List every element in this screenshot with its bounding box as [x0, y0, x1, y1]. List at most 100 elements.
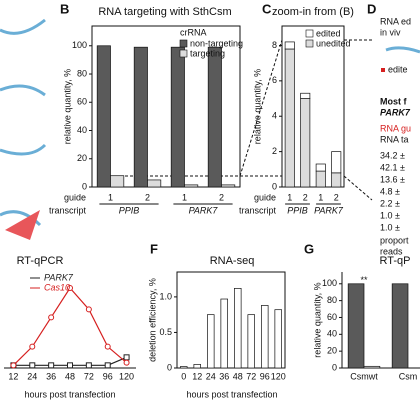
marker: [29, 362, 36, 369]
x-tick-label: 36: [219, 371, 229, 381]
bar-segment: [300, 98, 311, 188]
panel-letter: G: [304, 241, 314, 256]
panel-d-text: 34.2 ±: [380, 150, 405, 160]
panel-d-text: in viv: [380, 27, 401, 37]
annotation: **: [360, 275, 368, 285]
x-axis-label: hours post transfection: [24, 389, 115, 399]
y-tick-label: 4: [272, 111, 277, 121]
panel-d-text: Most f: [380, 96, 407, 106]
bar: [96, 45, 111, 188]
bar-segment: [284, 41, 295, 50]
bar-segment: [284, 48, 295, 188]
group-name: PARK7: [314, 205, 344, 215]
zoom-line: [239, 39, 283, 177]
y-tick-label: 0: [82, 181, 87, 191]
y-axis-label: relative quantity, %: [62, 69, 72, 144]
illustration-cell: [5, 210, 40, 240]
bar: [184, 184, 199, 188]
marker: [85, 306, 92, 313]
y-tick-label: 0: [272, 181, 277, 191]
group-name: PPIB: [287, 205, 308, 215]
bar: [247, 314, 255, 369]
bar: [180, 366, 188, 369]
y-tick-label: 40: [77, 125, 87, 135]
marker: [29, 343, 36, 350]
panel-d-text: reads: [380, 246, 403, 256]
panel-d-text: 1.0 ±: [380, 210, 400, 220]
y-tick-label: 40: [327, 329, 337, 339]
marker: [48, 362, 55, 369]
x-tick-label: Csm: [399, 371, 418, 381]
x-tick-label: 1: [182, 192, 187, 202]
x-tick-label: 1: [287, 192, 292, 202]
bar: [261, 305, 269, 369]
y-axis-label: relative quantity, %: [312, 282, 322, 357]
group-name: PARK7: [189, 205, 219, 215]
x-tick-label: 96: [103, 371, 113, 381]
marker: [123, 359, 130, 366]
edit-mark: [381, 68, 385, 72]
panel-d-text: proport: [380, 235, 409, 245]
panel-d-text: RNA gu: [380, 123, 411, 133]
x-tick-label: 12: [192, 371, 202, 381]
panel-letter: C: [262, 1, 272, 16]
x-tick-label: 36: [46, 371, 56, 381]
bar: [193, 364, 201, 369]
x-tick-label: 2: [219, 192, 224, 202]
panel-d-text: RNA ta: [380, 134, 409, 144]
panel-letter: D: [367, 1, 376, 16]
marker: [67, 362, 73, 369]
marker: [67, 285, 73, 291]
bar: [207, 314, 215, 369]
bar: [221, 184, 236, 188]
y-tick-label: 0: [167, 362, 172, 372]
illustration: [385, 46, 420, 54]
panel-d-text: 4.8 ±: [380, 186, 400, 196]
y-tick-label: 8: [272, 40, 277, 50]
y-tick-label: 100: [322, 278, 337, 288]
y-tick-label: 6: [272, 75, 277, 85]
bar: [170, 46, 185, 188]
marker: [10, 362, 17, 369]
x-tick-label: 72: [84, 371, 94, 381]
category-label: guide: [254, 192, 276, 202]
legend-swatch: [179, 49, 188, 58]
panel-d-text: 13.6 ±: [380, 174, 405, 184]
x-tick-label: 120: [119, 371, 134, 381]
group-name: PPIB: [119, 205, 140, 215]
y-axis-label: relative quantity, %: [252, 69, 262, 144]
bar-segment: [315, 170, 326, 188]
y-tick-label: 1.0: [159, 291, 172, 301]
bar: [147, 179, 162, 188]
panel-letter: F: [150, 241, 158, 256]
x-tick-label: Csmwt: [350, 371, 378, 381]
x-axis-label: hours post transfection: [186, 389, 277, 399]
illustration: [0, 18, 47, 227]
legend-label: targeting: [190, 48, 225, 58]
x-tick-label: 2: [303, 192, 308, 202]
chart-title: RNA-seq: [210, 255, 255, 267]
y-tick-label: 20: [77, 153, 87, 163]
x-tick-label: 24: [27, 371, 37, 381]
y-tick-label: 0.5: [159, 327, 172, 337]
bar: [234, 288, 242, 369]
bar-segment: [331, 151, 342, 174]
x-tick-label: 1: [318, 192, 323, 202]
marker: [123, 354, 130, 361]
legend-label: PARK7: [44, 272, 74, 282]
x-tick-label: 48: [233, 371, 243, 381]
bar-segment: [300, 92, 311, 99]
panel-d-text: RNA ed: [380, 16, 411, 26]
x-tick-label: 2: [334, 192, 339, 202]
x-tick-label: 24: [206, 371, 216, 381]
bar: [220, 298, 228, 369]
x-tick-label: 96: [260, 371, 270, 381]
marker: [104, 343, 111, 350]
marker: [85, 362, 92, 369]
legend-label: edited: [316, 28, 341, 38]
legend-swatch: [179, 39, 188, 48]
chart-title: RNA targeting with SthCsm: [98, 6, 231, 18]
y-tick-label: 80: [77, 68, 87, 78]
y-axis-label: deletion efficiency, %: [147, 278, 157, 362]
